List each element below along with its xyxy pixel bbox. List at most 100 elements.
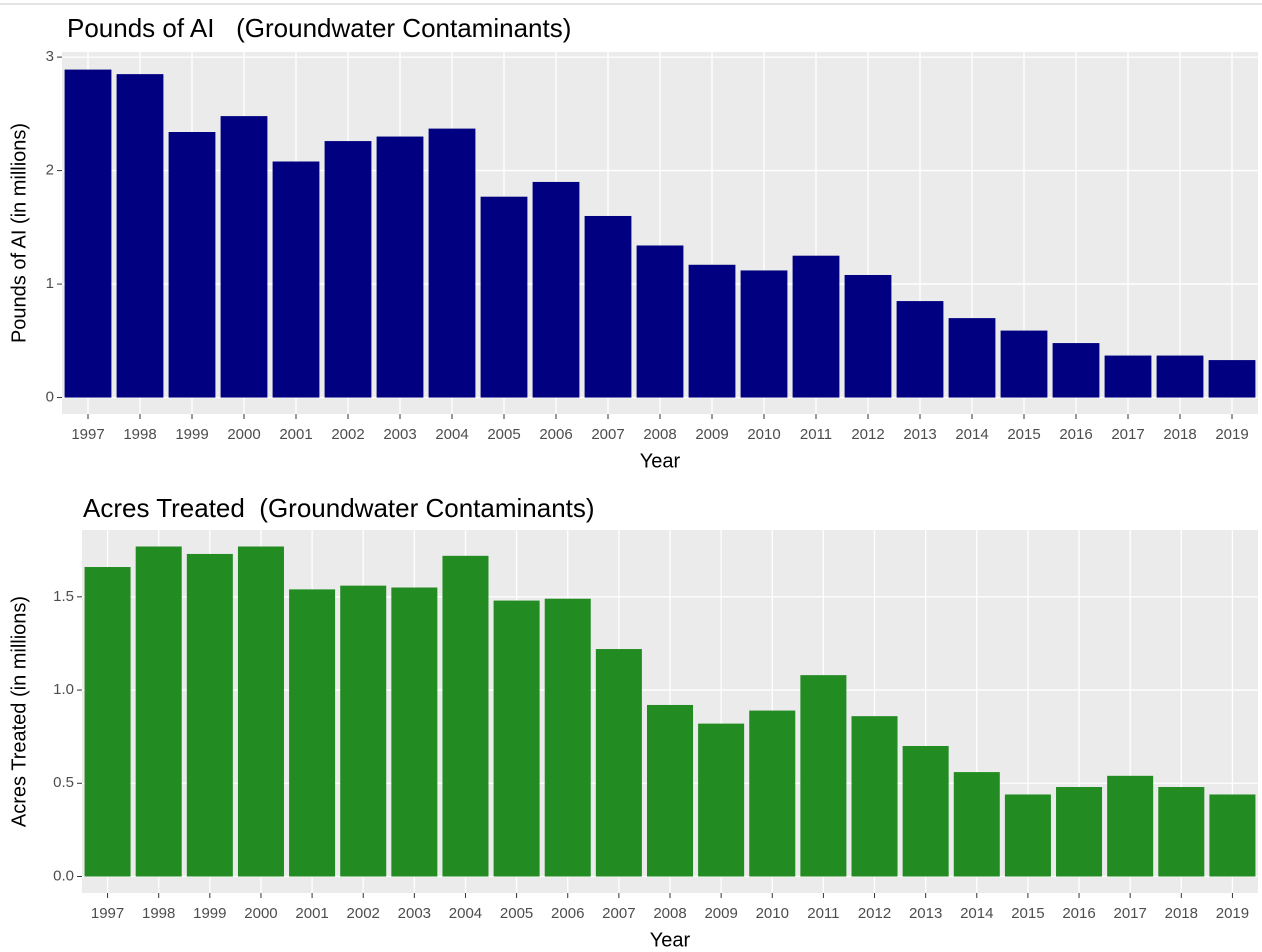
x-tick-label: 2004 [435,426,468,443]
x-tick-label: 2011 [807,905,839,922]
x-tick-label: 2010 [756,905,789,922]
bar [792,255,840,398]
y-tick-label: 1.0 [53,681,74,698]
bar [84,567,131,877]
x-tick-label: 2015 [1007,426,1040,443]
x-tick-label: 1999 [193,905,226,922]
bar [116,74,164,398]
y-tick-label: 0.5 [53,774,74,791]
x-tick-label: 2009 [695,426,728,443]
x-tick-label: 2001 [279,426,312,443]
x-axis-title: Year [650,929,691,951]
chart-title: Pounds of AI (Groundwater Contaminants) [67,13,571,43]
x-tick-label: 2014 [955,426,988,443]
bar [64,69,112,398]
bar [948,318,996,398]
bar [740,270,788,398]
x-tick-label: 2003 [398,905,431,922]
bar [544,598,591,877]
y-tick-label: 1.5 [53,588,74,605]
bar [1156,355,1204,398]
bar [324,141,372,398]
x-tick-label: 2002 [347,905,380,922]
x-tick-label: 2000 [244,905,277,922]
bar [272,161,320,398]
bar [1056,787,1103,877]
x-axis-title: Year [640,450,681,472]
x-tick-label: 2008 [643,426,676,443]
x-tick-label: 2008 [653,905,686,922]
x-tick-label: 2006 [539,426,572,443]
bar [1209,794,1256,877]
x-tick-label: 2012 [858,905,891,922]
bar [493,600,540,877]
y-axis-title: Pounds of AI (in millions) [8,123,30,343]
bar [595,649,642,877]
x-tick-label: 2004 [449,905,482,922]
bar [428,128,476,398]
x-tick-label: 2018 [1165,905,1198,922]
x-tick-label: 2015 [1011,905,1044,922]
x-tick-label: 2001 [295,905,328,922]
bar [1158,787,1205,877]
bar [844,274,892,398]
x-tick-label: 2018 [1163,426,1196,443]
x-tick-label: 1997 [91,905,124,922]
bar [1107,775,1154,877]
bar [376,136,424,398]
bar [442,555,489,877]
y-tick-label: 2 [46,162,54,179]
bar [1000,330,1048,398]
bar [480,196,528,398]
x-tick-label: 2000 [227,426,260,443]
bar [237,546,284,877]
x-tick-label: 2006 [551,905,584,922]
x-tick-label: 2017 [1111,426,1144,443]
bar [749,710,796,877]
x-tick-label: 2007 [602,905,635,922]
chart-title: Acres Treated (Groundwater Contaminants) [83,493,595,523]
bar [902,745,949,877]
bar [532,181,580,398]
bar [391,587,438,877]
x-tick-label: 2013 [909,905,942,922]
bar [340,585,387,877]
bar [135,546,182,877]
x-tick-label: 2019 [1215,426,1248,443]
bar [1104,355,1152,398]
bar [636,245,684,398]
bar [1052,343,1100,398]
bar [896,301,944,398]
y-axis-title: Acres Treated (in millions) [8,596,30,827]
bar [1004,794,1051,877]
x-tick-label: 2016 [1059,426,1092,443]
x-tick-label: 2016 [1062,905,1095,922]
x-tick-label: 2003 [383,426,416,443]
x-tick-label: 2002 [331,426,364,443]
x-tick-label: 2009 [704,905,737,922]
bar [646,704,694,877]
x-tick-label: 1998 [123,426,156,443]
bar [800,675,847,877]
x-tick-label: 1997 [71,426,104,443]
bar [186,553,233,877]
x-tick-label: 2019 [1216,905,1249,922]
bar [698,723,745,877]
x-tick-label: 2013 [903,426,936,443]
bar [1208,360,1256,398]
x-tick-label: 1999 [175,426,208,443]
y-tick-label: 1 [46,275,54,292]
y-tick-label: 0.0 [53,867,74,884]
bar [953,772,1000,877]
x-tick-label: 2011 [800,426,832,443]
x-tick-label: 1998 [142,905,175,922]
bar [688,264,736,398]
x-tick-label: 2017 [1113,905,1146,922]
y-tick-label: 3 [46,48,54,65]
x-tick-label: 2005 [487,426,520,443]
bar [584,215,632,398]
bar [168,132,216,398]
x-tick-label: 2014 [960,905,993,922]
x-tick-label: 2007 [591,426,624,443]
